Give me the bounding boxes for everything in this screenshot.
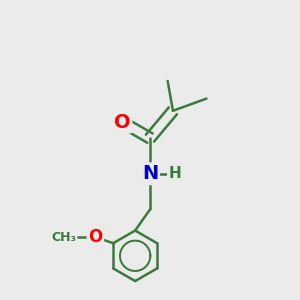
Text: O: O — [88, 228, 103, 246]
Text: CH₃: CH₃ — [51, 231, 76, 244]
Text: O: O — [114, 112, 130, 132]
Text: N: N — [142, 164, 158, 183]
Text: H: H — [169, 166, 181, 181]
